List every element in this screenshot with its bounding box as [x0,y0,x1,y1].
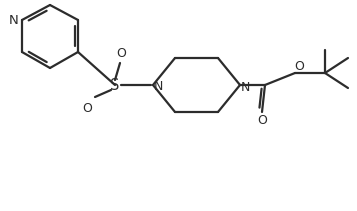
Text: N: N [241,81,250,93]
Text: S: S [110,77,120,92]
Text: O: O [257,114,267,127]
Text: O: O [294,60,304,73]
Text: N: N [154,80,164,92]
Text: N: N [8,14,18,27]
Text: O: O [82,101,92,115]
Text: O: O [116,46,126,60]
